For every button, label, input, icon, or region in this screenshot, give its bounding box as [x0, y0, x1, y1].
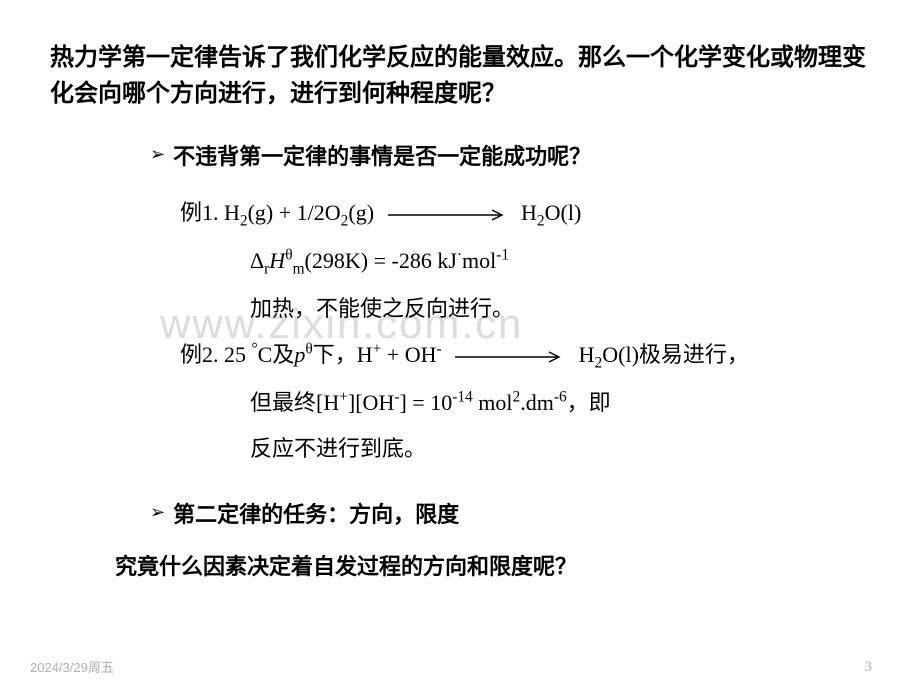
example-2-equation: 例2. 25 °C及pθ下，H+ + OH- H2O(l)极易进行， [180, 335, 870, 377]
dh-m: m [293, 261, 305, 278]
slide-content: 热力学第一定律告诉了我们化学反应的能量效应。那么一个化学变化或物理变化会向哪个方… [50, 40, 870, 581]
ex2-l2b: ][OH [348, 390, 394, 415]
bullet-icon: ➢ [150, 498, 165, 527]
q2-text: 第二定律的任务：方向，限度 [173, 498, 459, 531]
dh-delta: Δ [250, 248, 264, 273]
ex1-sub1: 2 [240, 212, 248, 229]
ex2-exp3: -6 [554, 389, 567, 406]
ex1-prod: H [521, 200, 537, 225]
ex2-minus: - [437, 340, 442, 357]
bullet-q2: ➢ 第二定律的任务：方向，限度 [150, 498, 870, 531]
ex1-note-text: 加热，不能使之反向进行。 [250, 296, 514, 321]
bullet-icon: ➢ [150, 140, 165, 169]
ex2-l2a: 但最终[H [250, 390, 339, 415]
example-1-equation: 例1. H2(g) + 1/2O2(g) H2O(l) [180, 193, 870, 235]
ex2-l2f: ，即 [567, 390, 611, 415]
ex1-h: H [224, 200, 240, 225]
ex2-line2: 但最终[H+][OH-] = 10-14 mol2.dm-6，即 [250, 383, 870, 423]
dh-mol: mol [462, 248, 496, 273]
q1-text: 不违背第一定律的事情是否一定能成功呢？ [173, 140, 591, 173]
end-question: 究竟什么因素决定着自发过程的方向和限度呢？ [115, 549, 870, 581]
ex2-tail: 极易进行， [639, 342, 749, 367]
ex2-under: 下，H [313, 342, 373, 367]
dh-val: (298K) = -286 kJ [305, 248, 457, 273]
ex2-prod: H [579, 342, 595, 367]
intro-text: 热力学第一定律告诉了我们化学反应的能量效应。那么一个化学变化或物理变化会向哪个方… [50, 40, 870, 112]
ex2-l2c: ] = 10 [399, 390, 452, 415]
ex2-p: p [294, 342, 305, 367]
ex1-mid: (g) + 1/2O [248, 200, 341, 225]
ex1-sub3: 2 [537, 212, 545, 229]
bullet-q1: ➢ 不违背第一定律的事情是否一定能成功呢？ [150, 140, 870, 173]
ex1-label: 例1. [180, 200, 224, 225]
ex2-l3-text: 反应不进行到底。 [250, 436, 426, 461]
dh-exp: -1 [496, 247, 509, 264]
ex2-C: C [258, 342, 273, 367]
dh-H: H [269, 248, 285, 273]
ex2-prod-end: O(l) [602, 342, 639, 367]
ex1-g2: (g) [348, 200, 374, 225]
footer-date: 2024/3/29周五 [30, 657, 114, 676]
ex2-and: 及 [272, 342, 294, 367]
dh-theta: θ [285, 247, 292, 264]
reaction-arrow-icon [455, 350, 565, 364]
ex2-l2d: mol [473, 390, 513, 415]
ex2-exp: -14 [452, 389, 473, 406]
ex1-prod-end: O(l) [545, 200, 582, 225]
ex2-line3: 反应不进行到底。 [250, 429, 870, 469]
ex2-theta: θ [305, 340, 312, 357]
delta-h-line: ΔrHθm(298K) = -286 kJ·mol-1 [250, 241, 870, 283]
ex2-temp: 25 [224, 342, 252, 367]
page-number: 3 [865, 659, 873, 676]
ex2-label: 例2. [180, 342, 224, 367]
ex1-note: 加热，不能使之反向进行。 [250, 289, 870, 329]
ex2-l2-plus: + [339, 389, 348, 406]
slide-container: www.zixin.com.cn 热力学第一定律告诉了我们化学反应的能量效应。那… [0, 0, 920, 690]
ex2-l2e: .dm [520, 390, 554, 415]
reaction-arrow-icon [388, 208, 508, 222]
ex2-oh: + OH [381, 342, 436, 367]
